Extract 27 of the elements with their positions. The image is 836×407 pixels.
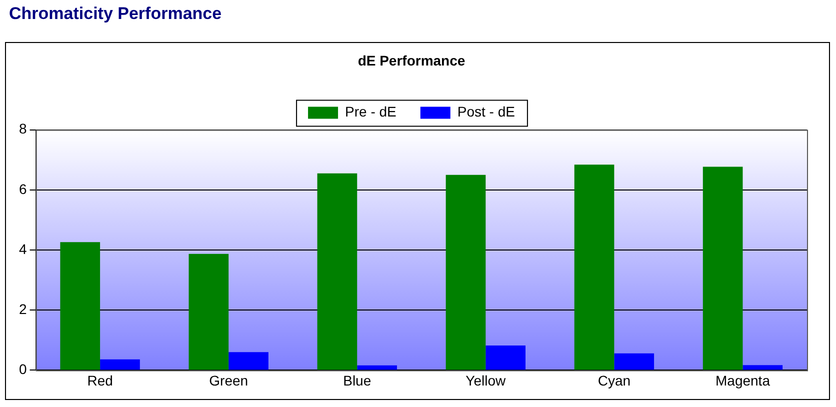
legend-label: Post - dE (457, 104, 515, 120)
bar (702, 166, 743, 370)
bar (614, 353, 654, 370)
bar (357, 365, 397, 370)
y-tick-label: 8 (18, 120, 27, 137)
chart-subtitle: dE Performance (358, 52, 466, 68)
bar (574, 164, 614, 370)
bar (486, 346, 526, 370)
bar (100, 359, 140, 370)
x-tick-label: Yellow (466, 372, 507, 388)
x-tick-label: Cyan (598, 372, 631, 388)
bar (60, 242, 100, 370)
bar (446, 174, 486, 370)
bar (317, 173, 358, 370)
x-tick-label: Green (209, 372, 248, 388)
bar (742, 365, 783, 370)
y-tick-label: 2 (18, 300, 27, 317)
chart-title: Chromaticity Performance (9, 4, 222, 24)
x-tick-label: Red (87, 372, 113, 388)
y-tick-label: 4 (18, 240, 27, 257)
bar (228, 352, 268, 370)
bar (188, 254, 229, 370)
y-tick-label: 0 (18, 361, 27, 378)
y-tick-label: 6 (18, 180, 27, 197)
x-tick-label: Magenta (715, 372, 770, 388)
x-tick-label: Blue (343, 372, 372, 388)
legend-label: Pre - dE (345, 104, 396, 120)
